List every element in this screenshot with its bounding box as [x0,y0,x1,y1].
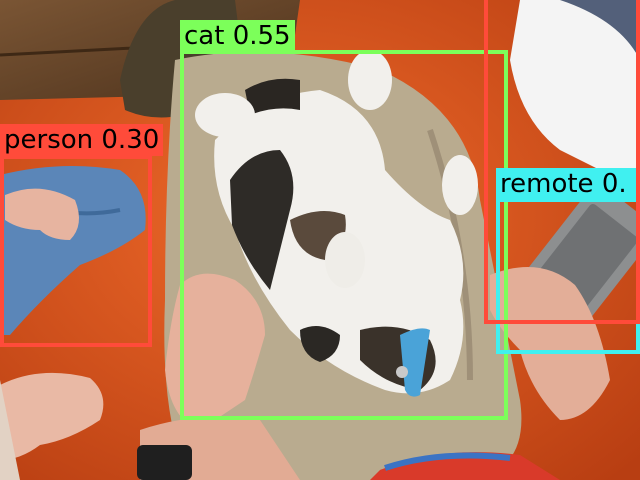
cat-class-label: cat [184,21,225,51]
remote-class-label: remote [500,169,594,199]
person-class-label: person [4,125,94,155]
person-bounding-box [0,155,152,347]
hand-left-top [5,188,79,240]
remote-score: 0. [601,169,627,199]
hand-left-bottom [0,372,104,460]
cat-score: 0.55 [232,21,291,51]
remote-detection-label: remote 0. [496,168,640,200]
person-detection-label: person 0.30 [0,124,164,156]
sleeve [510,0,640,190]
cat-bounding-box [180,50,508,420]
cat-detection-label: cat 0.55 [180,20,295,52]
watch [137,445,192,480]
collar [400,328,430,397]
person-score: 0.30 [101,125,160,155]
hand-right [490,267,610,420]
person-right-bounding-box [484,0,640,324]
hand-center [165,273,265,430]
